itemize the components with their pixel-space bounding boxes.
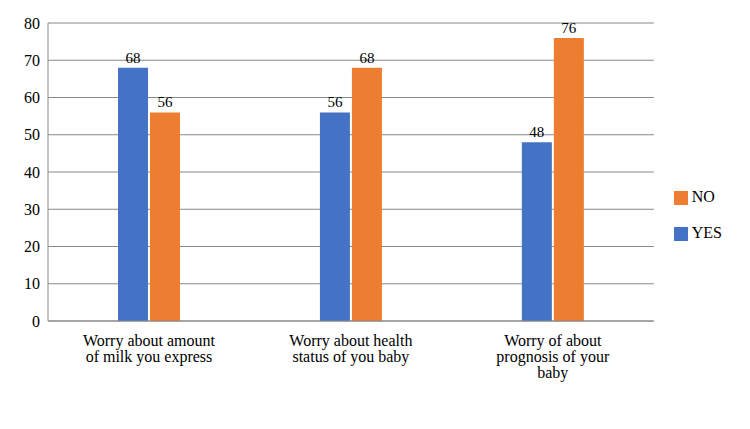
svg-text:Worry about healthstatus of yo: Worry about healthstatus of you baby — [289, 332, 412, 366]
svg-text:0: 0 — [32, 313, 40, 330]
svg-text:40: 40 — [24, 164, 40, 181]
svg-text:60: 60 — [24, 89, 40, 106]
svg-text:50: 50 — [24, 126, 40, 143]
svg-text:68: 68 — [126, 50, 141, 66]
svg-text:76: 76 — [561, 20, 577, 36]
svg-text:Worry about amountof milk you: Worry about amountof milk you express — [83, 332, 216, 366]
html-text:NO: NO — [691, 187, 715, 205]
svg-text:48: 48 — [529, 124, 544, 140]
svg-text:56: 56 — [158, 94, 174, 110]
svg-text:10: 10 — [24, 275, 40, 292]
svg-text:Worry of aboutprognosis of you: Worry of aboutprognosis of yourbaby — [496, 332, 610, 382]
svg-text:56: 56 — [327, 94, 343, 110]
svg-text:68: 68 — [359, 50, 374, 66]
svg-text:80: 80 — [24, 15, 40, 32]
svg-text:30: 30 — [24, 201, 40, 218]
html-text:YES: YES — [691, 223, 722, 241]
svg-text:70: 70 — [24, 52, 40, 69]
svg-text:20: 20 — [24, 238, 40, 255]
